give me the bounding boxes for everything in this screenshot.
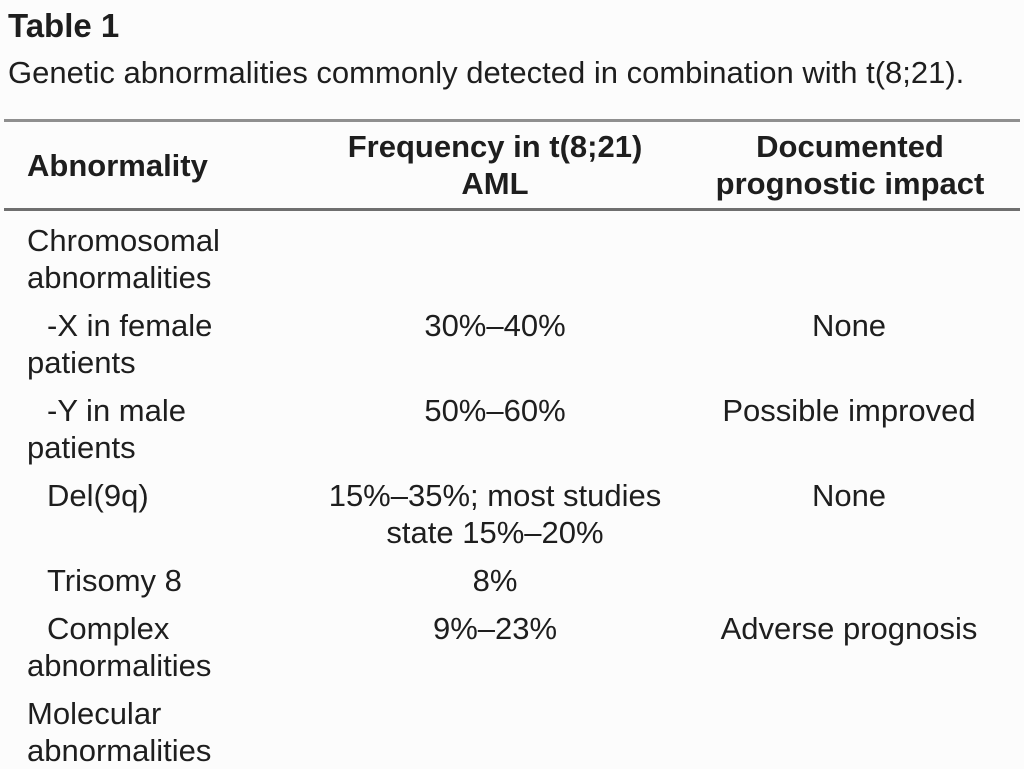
cell-abnormality: Trisomy 8 bbox=[47, 563, 182, 598]
cell-impact: None bbox=[811, 308, 887, 343]
cell-abnormality: Chromosomal abnormalities bbox=[27, 223, 220, 295]
column-header-frequency: Frequency in t(8;21) AML bbox=[310, 119, 680, 211]
cell-impact: None bbox=[811, 478, 887, 513]
column-header-frequency-line2: AML bbox=[461, 166, 529, 201]
table-row: -X in female patients 30%–40% None bbox=[4, 296, 1020, 381]
table-row: Molecular abnormalities bbox=[4, 684, 1020, 769]
cell-frequency bbox=[310, 210, 680, 297]
cell-frequency: 9%–23% bbox=[432, 611, 558, 646]
table-row: Chromosomal abnormalities bbox=[4, 210, 1020, 297]
cell-impact: Adverse prognosis bbox=[720, 611, 978, 646]
column-header-abnormality: Abnormality bbox=[4, 119, 310, 211]
cell-frequency: 8% bbox=[472, 563, 518, 598]
cell-frequency: 50%–60% bbox=[424, 393, 566, 428]
table-row: -Y in male patients 50%–60% Possible imp… bbox=[4, 381, 1020, 466]
cell-frequency: 15%–35%; most studies state 15%–20% bbox=[328, 478, 662, 550]
cell-impact bbox=[680, 210, 1020, 297]
cell-abnormality: Complex abnormalities bbox=[27, 611, 212, 683]
table-row: Trisomy 8 8% bbox=[4, 551, 1020, 599]
cell-frequency: 30%–40% bbox=[424, 308, 566, 343]
cell-impact bbox=[680, 551, 1020, 599]
genetic-abnormalities-table: Abnormality Frequency in t(8;21) AML Doc… bbox=[4, 119, 1020, 769]
cell-impact bbox=[680, 684, 1020, 769]
cell-frequency bbox=[310, 684, 680, 769]
cell-abnormality: -X in female patients bbox=[27, 308, 213, 380]
table-header-row: Abnormality Frequency in t(8;21) AML Doc… bbox=[4, 119, 1020, 211]
table-label: Table 1 bbox=[8, 7, 120, 44]
column-header-abnormality-label: Abnormality bbox=[27, 147, 208, 183]
cell-abnormality: Molecular abnormalities bbox=[27, 696, 212, 768]
column-header-impact: Documented prognostic impact bbox=[680, 119, 1020, 211]
column-header-impact-line2: prognostic impact bbox=[715, 166, 985, 201]
table-caption: Genetic abnormalities commonly detected … bbox=[8, 55, 965, 90]
column-header-impact-line1: Documented bbox=[756, 129, 944, 164]
cell-impact: Possible improved bbox=[722, 393, 976, 428]
column-header-frequency-line1: Frequency in t(8;21) bbox=[347, 129, 643, 164]
cell-abnormality: Del(9q) bbox=[47, 478, 149, 513]
table-row: Del(9q) 15%–35%; most studies state 15%–… bbox=[4, 466, 1020, 551]
cell-abnormality: -Y in male patients bbox=[27, 393, 186, 465]
table-row: Complex abnormalities 9%–23% Adverse pro… bbox=[4, 599, 1020, 684]
